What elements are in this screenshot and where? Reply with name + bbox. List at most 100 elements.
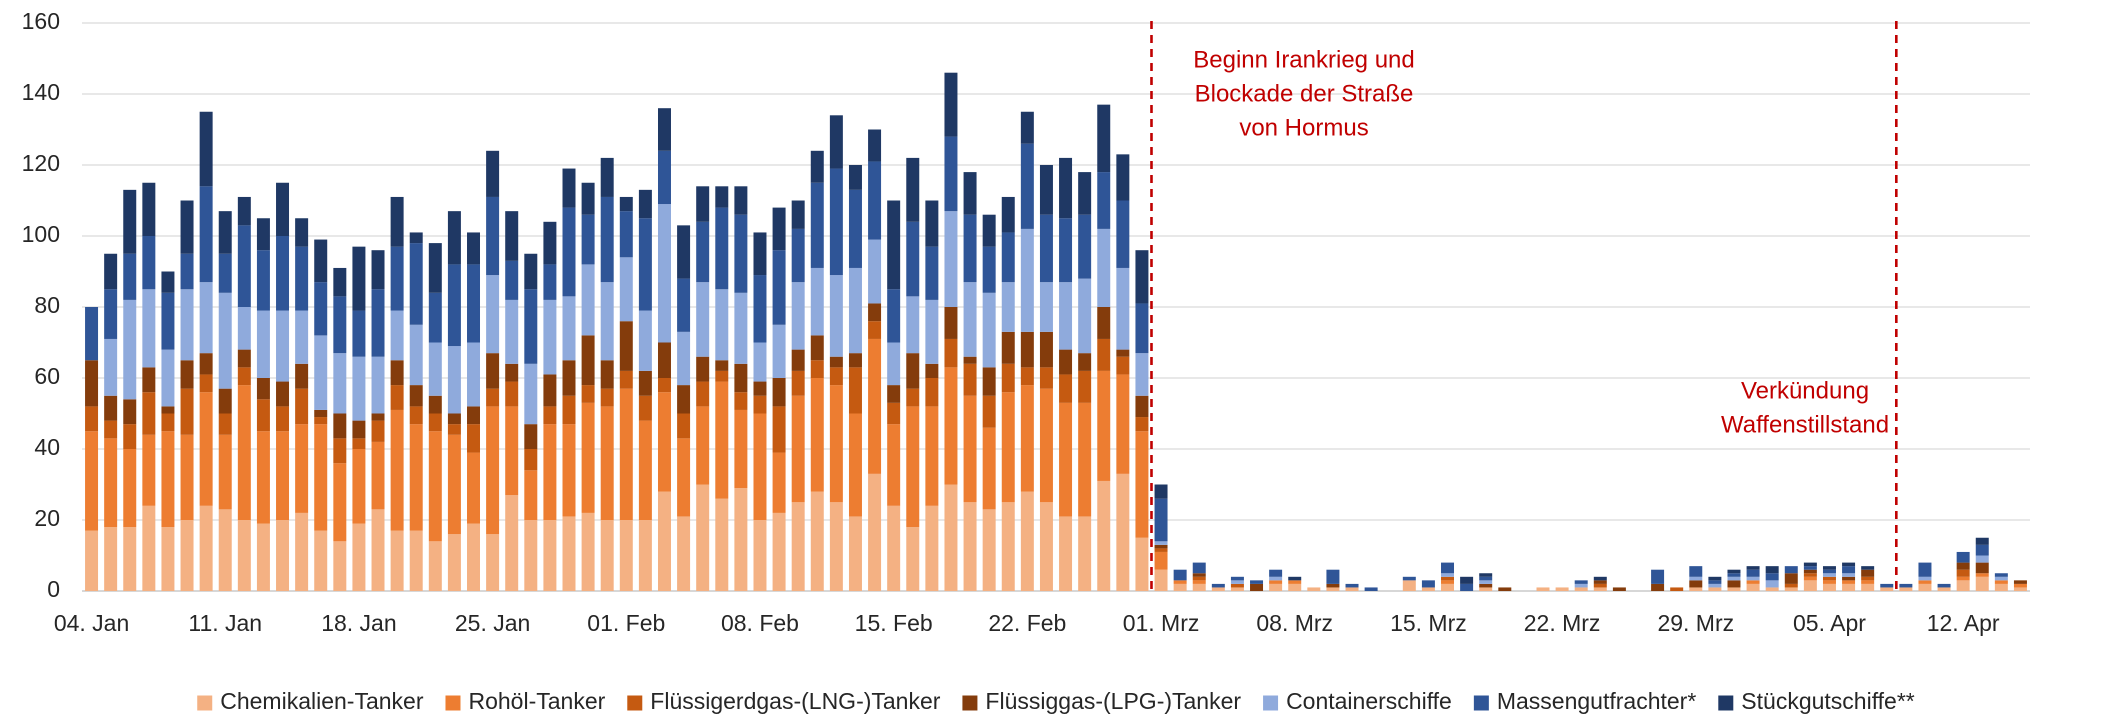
bar-segment: [1288, 583, 1302, 591]
bar-segment: [1479, 573, 1493, 577]
bar-segment: [142, 289, 156, 368]
bar-segment: [906, 388, 920, 407]
y-tick-label: 40: [34, 434, 60, 460]
bar-segment: [428, 243, 442, 293]
bar-segment: [734, 392, 748, 410]
bar-segment: [467, 406, 481, 425]
bar-segment: [982, 292, 996, 368]
bar-segment: [925, 505, 939, 591]
bar-segment: [505, 211, 519, 261]
y-tick-label: 160: [22, 8, 60, 34]
bar-segment: [123, 424, 137, 449]
bar-segment: [1708, 583, 1722, 588]
bar-segment: [734, 363, 748, 393]
bar-segment: [1192, 562, 1206, 574]
bar-segment: [715, 289, 729, 361]
bar-segment: [390, 385, 404, 410]
bar-segment: [2013, 583, 2027, 588]
bar-segment: [848, 413, 862, 517]
bar-segment: [1803, 562, 1817, 567]
bar-segment: [848, 189, 862, 268]
bar-segment: [868, 129, 882, 162]
bar-segment: [314, 530, 328, 591]
bar-segment: [791, 200, 805, 229]
bar-segment: [581, 335, 595, 386]
bar-segment: [925, 363, 939, 378]
bar-segment: [543, 299, 557, 375]
bar-segment: [848, 267, 862, 354]
bar-segment: [180, 200, 194, 254]
bar-segment: [1937, 587, 1951, 591]
bar-segment: [944, 484, 958, 591]
bar-segment: [1116, 356, 1130, 375]
bar-segment: [524, 289, 538, 364]
bar-segment: [237, 196, 251, 226]
bar-segment: [524, 520, 538, 591]
bar-segment: [600, 388, 614, 407]
bar-segment: [1861, 576, 1875, 581]
bar-segment: [715, 360, 729, 371]
bar-segment: [295, 246, 309, 311]
bar-segment: [1020, 143, 1034, 229]
bar-segment: [810, 267, 824, 336]
y-tick-label: 120: [22, 150, 60, 176]
bar-segment: [772, 452, 786, 513]
bar-segment: [925, 378, 939, 407]
x-tick-label: 05. Apr: [1793, 610, 1866, 636]
bar-segment: [199, 282, 213, 354]
bar-segment: [1574, 587, 1588, 591]
bar-segment: [1689, 566, 1703, 577]
bar-segment: [447, 434, 461, 535]
bar-segment: [85, 530, 99, 591]
bar-segment: [218, 434, 232, 510]
bar-segment: [428, 292, 442, 343]
bar-segment: [1097, 172, 1111, 229]
bar-segment: [1746, 583, 1760, 591]
bar-segment: [1842, 576, 1856, 581]
bar-segment: [409, 385, 423, 407]
bar-segment: [1020, 491, 1034, 591]
bar-segment: [829, 115, 843, 169]
bar-segment: [1918, 562, 1932, 577]
bar-segment: [104, 420, 118, 439]
bar-segment: [963, 395, 977, 503]
bar-segment: [753, 381, 767, 396]
bar-segment: [1020, 385, 1034, 492]
y-tick-label: 100: [22, 221, 60, 247]
bar-segment: [696, 186, 710, 222]
y-tick-label: 140: [22, 79, 60, 105]
bar-segment: [810, 491, 824, 591]
bar-segment: [161, 292, 175, 350]
bar-segment: [237, 385, 251, 520]
bar-segment: [791, 502, 805, 591]
bar-segment: [1269, 580, 1283, 584]
bar-segment: [1975, 537, 1989, 545]
bar-segment: [1173, 580, 1187, 584]
bar-segment: [1059, 218, 1073, 283]
bar-segment: [161, 413, 175, 432]
bar-segment: [1364, 587, 1378, 591]
bar-segment: [390, 310, 404, 361]
bar-segment: [1708, 580, 1722, 584]
bar-segment: [1956, 576, 1970, 581]
bar-segment: [1269, 576, 1283, 581]
bar-segment: [1956, 569, 1970, 577]
bar-segment: [1211, 583, 1225, 588]
bar-segment: [677, 385, 691, 414]
bar-segment: [543, 221, 557, 265]
bar-segment: [638, 370, 652, 396]
bar-segment: [1784, 566, 1798, 574]
bar-segment: [1097, 338, 1111, 371]
bar-segment: [1460, 583, 1474, 591]
bar-segment: [1078, 402, 1092, 517]
bar-segment: [982, 427, 996, 510]
bar-segment: [333, 438, 347, 464]
bar-segment: [1421, 580, 1435, 588]
bar-segment: [1479, 580, 1493, 584]
bar-segment: [638, 310, 652, 371]
bar-segment: [829, 356, 843, 368]
x-tick-label: 01. Mrz: [1123, 610, 1200, 636]
bar-segment: [1784, 587, 1798, 591]
bar-segment: [486, 150, 500, 197]
bar-segment: [1708, 587, 1722, 591]
